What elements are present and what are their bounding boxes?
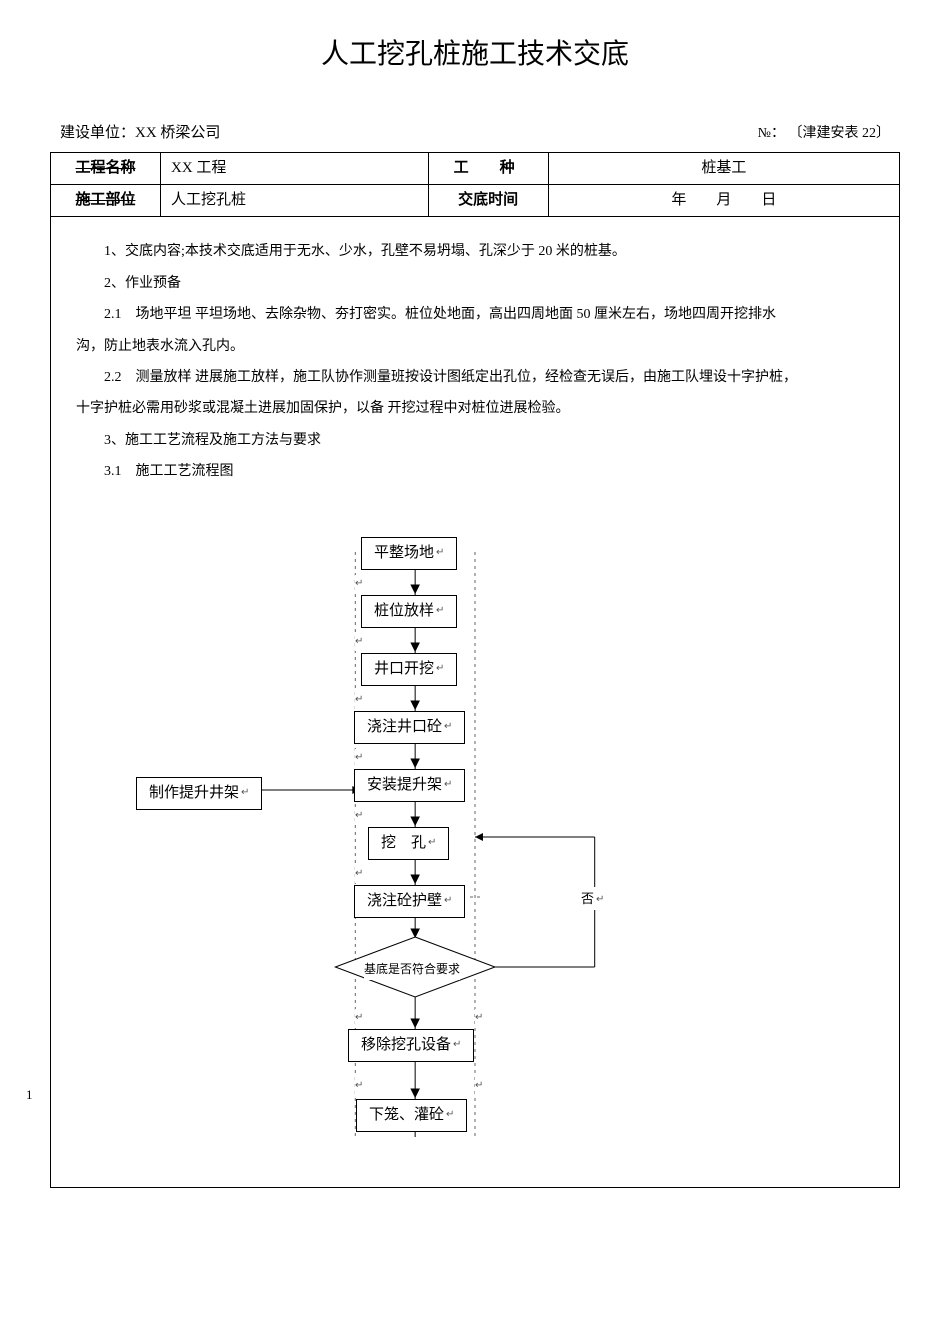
table-row: 施工部位 人工挖孔桩 交底时间 年 月 日: [51, 185, 900, 217]
paragraph: 2.2 测量放样 进展施工放样，施工队协作测量班按设计图纸定出孔位，经检查无误后…: [76, 363, 874, 392]
return-icon: ↵: [444, 779, 452, 790]
return-icon: ↵: [355, 865, 363, 883]
return-icon: ↵: [436, 605, 444, 616]
form-no-label: №：: [758, 126, 785, 141]
cell-project-name-label: 工程名称: [51, 153, 161, 185]
paragraph: 3、施工工艺流程及施工方法与要求: [76, 426, 874, 455]
cell-date-label: 交底时间: [428, 185, 548, 217]
paragraph: 2.1 场地平坦 平坦场地、去除杂物、夯打密实。桩位处地面，高出四周地面 50 …: [76, 300, 874, 329]
paragraph: 3.1 施工工艺流程图: [76, 457, 874, 486]
form-no-value: 〔津建安表 22〕: [789, 126, 891, 141]
flow-decision-no-label: 否↵: [581, 887, 604, 910]
flow-node-wellhead-excavation: 井口开挖↵: [361, 653, 457, 686]
builder-info: 建设单位：XX 桥梁公司: [60, 120, 220, 147]
flow-node-staking: 桩位放样↵: [361, 595, 457, 628]
return-icon: ↵: [475, 1077, 483, 1095]
cell-construction-part-label: 施工部位: [51, 185, 161, 217]
cell-construction-part-value: 人工挖孔桩: [161, 185, 429, 217]
paragraph: 沟，防止地表水流入孔内。: [76, 332, 874, 361]
info-table: 工程名称 XX 工程 工 种 桩基工 施工部位 人工挖孔桩 交底时间 年 月 日: [50, 152, 900, 217]
cell-work-type-label: 工 种: [428, 153, 548, 185]
return-icon: ↵: [596, 894, 604, 905]
builder-value: XX 桥梁公司: [135, 125, 220, 141]
flow-node-pour-wellhead: 浇注井口砼↵: [354, 711, 465, 744]
form-no-info: №： 〔津建安表 22〕: [758, 121, 890, 146]
flow-node-pour-wall: 浇注砼护壁↵: [354, 885, 465, 918]
flow-node-make-hoist: 制作提升井架↵: [136, 777, 262, 810]
flowchart: 平整场地↵ 桩位放样↵ 井口开挖↵ 浇注井口砼↵ 安装提升架↵ 挖 孔↵ 浇注砼…: [76, 537, 874, 1157]
return-icon: ↵: [355, 807, 363, 825]
return-icon: ↵: [444, 721, 452, 732]
return-icon: ↵: [355, 749, 363, 767]
return-icon: ↵: [436, 547, 444, 558]
return-icon: ↵: [428, 837, 436, 848]
header-row: 建设单位：XX 桥梁公司 №： 〔津建安表 22〕: [50, 120, 900, 147]
return-icon: ↵: [453, 1039, 461, 1050]
return-icon: ↵: [355, 1009, 363, 1027]
table-row: 工程名称 XX 工程 工 种 桩基工: [51, 153, 900, 185]
cell-project-name-value: XX 工程: [161, 153, 429, 185]
flow-node-remove-equipment: 移除挖孔设备↵: [348, 1029, 474, 1062]
return-icon: ↵: [355, 1077, 363, 1095]
paragraph: 1、交底内容;本技术交底适用于无水、少水，孔壁不易坍塌、孔深少于 20 米的桩基…: [76, 237, 874, 266]
flowchart-lines: [76, 537, 874, 1157]
cell-work-type-value: 桩基工: [548, 153, 899, 185]
return-icon: ↵: [436, 663, 444, 674]
paragraph: 2、作业预备: [76, 269, 874, 298]
return-icon: ↵: [444, 895, 452, 906]
return-icon: ↵: [355, 633, 363, 651]
flow-node-level-ground: 平整场地↵: [361, 537, 457, 570]
flow-node-dig-hole: 挖 孔↵: [368, 827, 449, 860]
return-icon: ↵: [355, 691, 363, 709]
return-icon: ↵: [475, 1009, 483, 1027]
flow-node-install-hoist: 安装提升架↵: [354, 769, 465, 802]
cell-date-value: 年 月 日: [548, 185, 899, 217]
return-icon: ↵: [446, 1109, 454, 1120]
builder-label: 建设单位：: [60, 125, 135, 141]
page-number: 1: [26, 1083, 33, 1106]
return-icon: ↵: [355, 575, 363, 593]
content-body: 1、交底内容;本技术交底适用于无水、少水，孔壁不易坍塌、孔深少于 20 米的桩基…: [50, 217, 900, 1187]
paragraph: 十字护桩必需用砂浆或混凝土进展加固保护，以备 开挖过程中对桩位进展检验。: [76, 394, 874, 423]
page-title: 人工挖孔桩施工技术交底: [50, 30, 900, 80]
flow-node-cage-pour: 下笼、灌砼↵: [356, 1099, 467, 1132]
flow-node-decision: 基底是否符合要求: [364, 959, 460, 981]
return-icon: ↵: [241, 787, 249, 798]
